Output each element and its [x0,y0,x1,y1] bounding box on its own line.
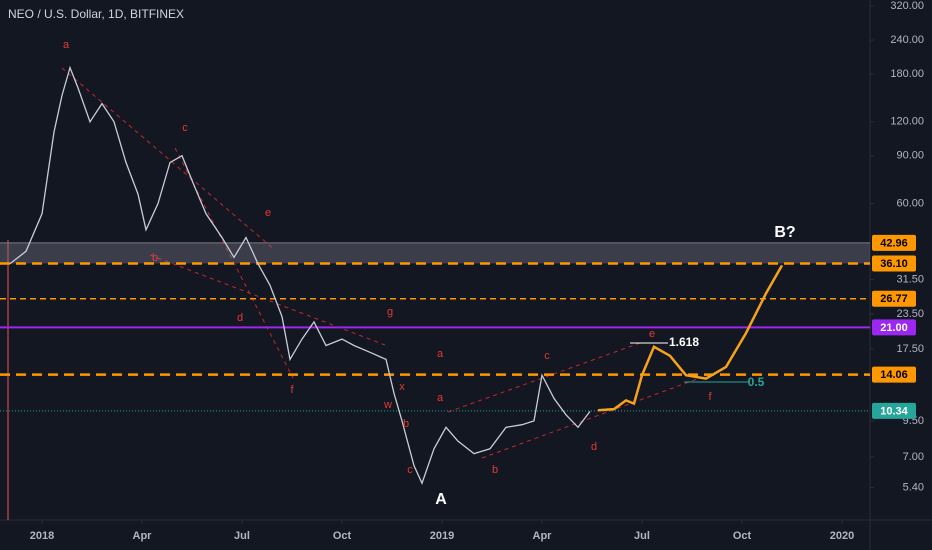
y-tick-label: 17.50 [896,343,924,355]
y-tick-label: 240.00 [890,34,924,46]
projection-line [597,264,784,412]
annotation: f [708,391,712,403]
price-badge [872,290,916,307]
annotation: c [544,350,550,362]
y-tick-label: 60.00 [896,197,924,209]
y-tick-label: 31.50 [896,273,924,285]
price-badge-label: 14.06 [880,369,908,381]
y-tick-label: 320.00 [890,0,924,12]
annotation: d [591,441,597,453]
price-line [9,65,591,485]
price-badge-label: 26.77 [880,293,908,305]
x-tick-label: 2018 [30,530,54,542]
annotation: a [437,348,444,360]
annotation: c [407,464,413,476]
annotation: 0.5 [748,375,765,389]
y-tick-label: 5.40 [903,481,924,493]
price-badge-label: 36.10 [880,258,908,270]
annotation: d [237,312,243,324]
annotation: c [182,122,188,134]
annotation: a [437,392,444,404]
chart-title: NEO / U.S. Dollar, 1D, BITFINEX [8,7,184,21]
annotation: A [435,491,447,508]
annotation: b [492,464,498,476]
x-tick-label: Apr [133,530,153,542]
price-badge [872,255,916,272]
annotation: f [290,384,294,396]
annotation: x [399,381,405,393]
price-badge [872,234,916,251]
annotation: b [403,418,409,430]
price-badge-label: 21.00 [880,322,908,334]
annotation: a [63,39,70,51]
annotation: e [649,328,655,340]
annotation: g [387,306,393,318]
level-band [0,242,870,264]
x-tick-label: 2019 [430,530,454,542]
y-tick-label: 180.00 [890,68,924,80]
x-tick-label: Apr [533,530,553,542]
price-badge [872,319,916,336]
y-tick-label: 7.00 [903,451,924,463]
price-badge-label: 42.96 [880,237,908,249]
x-tick-label: Oct [333,530,352,542]
x-tick-label: Jul [634,530,650,542]
x-tick-label: Jul [234,530,250,542]
x-tick-label: 2020 [830,530,854,542]
annotation: 1.618 [669,335,699,349]
price-badge-label: 10.34 [880,405,908,417]
annotation: e [265,207,271,219]
price-badge [872,402,916,419]
x-tick-label: Oct [733,530,752,542]
annotation: w [383,399,392,411]
y-tick-label: 23.50 [896,308,924,320]
annotation: b [152,252,158,264]
price-badge [872,366,916,383]
y-tick-label: 120.00 [890,116,924,128]
y-tick-label: 90.00 [896,150,924,162]
annotation: B? [774,224,795,241]
